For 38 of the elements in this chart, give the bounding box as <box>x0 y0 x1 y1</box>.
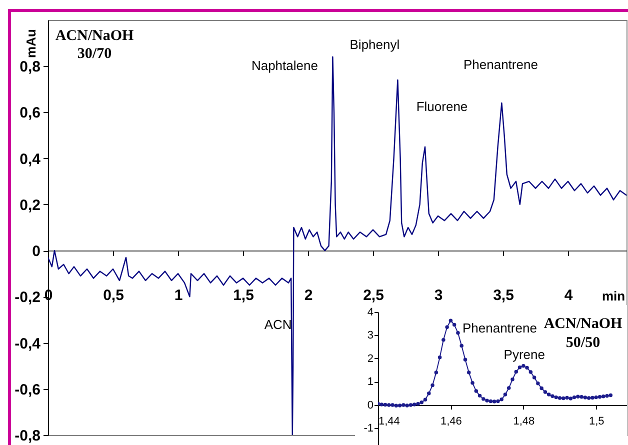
x-tick-label: 1,5 <box>233 287 254 304</box>
annotation: Pyrene <box>504 346 546 362</box>
x-tick-label: 4 <box>564 287 574 304</box>
x-tick-label: 3 <box>434 287 443 304</box>
x-tick-label: 0,5 <box>103 287 124 304</box>
y-tick-label: -0,2 <box>14 289 40 306</box>
y-tick-label: 4 <box>367 306 374 318</box>
x-axis-title: min <box>602 288 626 304</box>
text: ACN/NaOH 50/50 <box>544 316 622 351</box>
y-tick-label: -0,6 <box>14 381 40 398</box>
y-tick-label: -0,4 <box>14 335 42 352</box>
y-tick-label: 0 <box>32 243 40 260</box>
x-tick-label: 2 <box>304 287 313 304</box>
x-tick-label: 2,5 <box>363 287 384 304</box>
y-tick-label: 0,8 <box>20 58 40 76</box>
annotation: Phenantrene <box>462 320 537 336</box>
y-tick-label: 2 <box>367 352 374 365</box>
y-tick-label: 0,2 <box>20 196 40 214</box>
text: ACN/NaOH 30/70 <box>55 28 134 62</box>
y-axis-title: mAu <box>24 29 38 58</box>
annotation: ACN <box>264 316 292 332</box>
y-tick-label: 0 <box>367 399 374 412</box>
x-tick-label: 1,5 <box>588 415 604 428</box>
annotation: Fluorene <box>416 98 468 114</box>
annotation: Biphenyl <box>350 36 400 52</box>
x-tick-label: 1,48 <box>513 415 535 428</box>
annotation: Naphtalene <box>251 58 318 73</box>
x-tick-label: 1 <box>174 287 183 304</box>
y-tick-label: -1 <box>364 422 374 435</box>
y-tick-label: 3 <box>367 330 374 342</box>
y-tick-label: -0,8 <box>14 428 40 444</box>
x-tick-label: 1,44 <box>378 415 400 428</box>
x-tick-label: 3,5 <box>493 287 514 304</box>
y-tick-label: 0,6 <box>20 104 40 122</box>
annotation: Phenantrene <box>463 57 538 72</box>
x-tick-label: 1,46 <box>440 415 462 428</box>
y-tick-label: 0,4 <box>20 150 42 168</box>
y-tick-label: 1 <box>367 376 374 388</box>
